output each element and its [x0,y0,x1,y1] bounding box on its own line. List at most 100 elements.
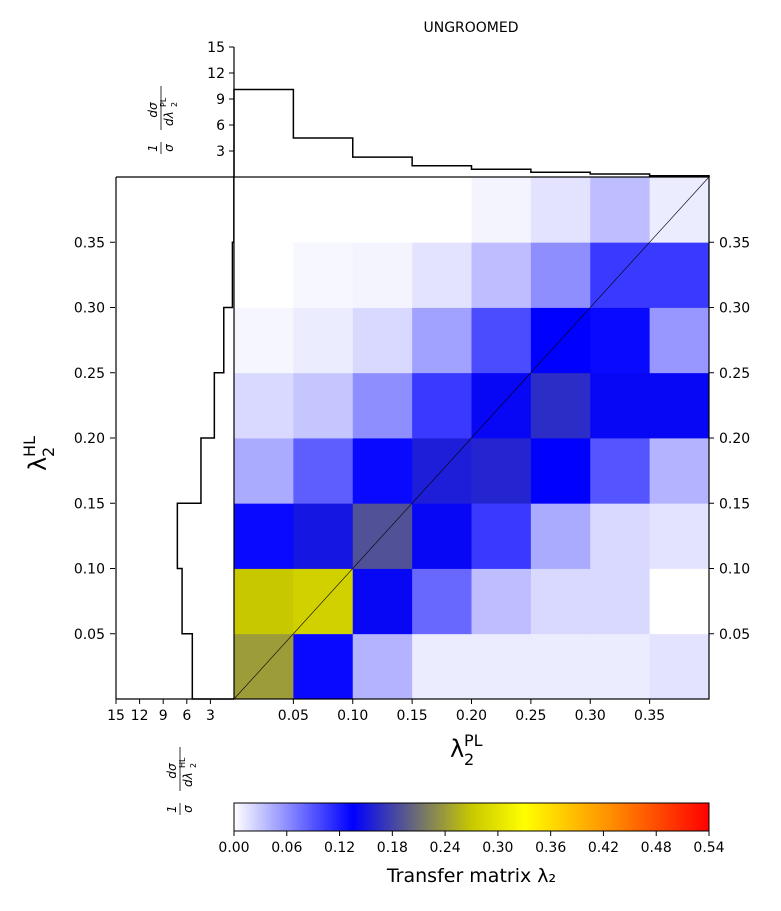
left-x-tick-label: 12 [131,708,149,724]
heatmap-cell [352,633,413,700]
left-x-label-den-superscript: HL [178,757,187,768]
heatmap-cell [530,372,591,439]
colorbar-tick-label: 0.48 [641,840,672,856]
x-tick-label: 0.30 [575,708,606,724]
left-x-tick-label: 15 [107,708,125,724]
top-y-label-prefix-num: 1 [146,144,160,152]
chart-title: UNGROOMED [423,20,518,36]
heatmap-cell [412,177,472,243]
heatmap-cell [590,503,651,569]
heatmap-cell [293,438,354,504]
heatmap-cell [293,307,354,374]
heatmap-cell [590,307,651,374]
left-x-label-prefix-num: 1 [165,805,179,813]
y-tick-label-left: 0.10 [74,562,105,578]
heatmap-cell [234,307,294,374]
colorbar-tick-label: 0.00 [218,840,249,856]
y-tick-label-right: 0.15 [719,496,750,512]
y-tick-label-left: 0.20 [74,431,105,447]
left-x-tick-label: 9 [159,708,168,724]
x-tick-label: 0.20 [456,708,487,724]
left-histogram-step [176,176,235,700]
y-axis-ticks-left: 0.05 0.10 0.15 0.20 0.25 0.30 0.35 [74,235,115,643]
top-y-label-den-superscript: PL [159,97,168,107]
top-histogram-step [233,88,710,177]
heatmap-cell [471,177,532,243]
heatmap-cell [234,503,294,569]
x-tick-label: 0.05 [278,708,309,724]
heatmap-cell [234,438,294,504]
diagonal-line [233,176,710,700]
y-axis-ticks-right: 0.05 0.10 0.15 0.20 0.25 0.30 0.35 [709,235,750,643]
x-tick-label: 0.35 [634,708,665,724]
heatmap-cell [649,372,710,439]
heatmap-cell [352,438,413,504]
top-y-label-denominator: dλ [162,111,176,126]
heatmap-cell [649,633,710,700]
colorbar-tick-label: 0.06 [271,840,302,856]
heatmap-cell [590,438,651,504]
heatmap-cell [471,242,532,308]
x-axis-ticks: 0.05 0.10 0.15 0.20 0.25 0.30 0.35 [278,699,665,724]
y-tick-label-left: 0.35 [74,235,105,251]
heatmap-cell [234,242,294,308]
heatmap-cell [352,372,413,439]
colorbar: 0.00 0.06 0.12 0.18 0.24 0.30 0.36 0.42 0.48 0.54… [218,802,725,887]
heatmap-cell [471,568,532,635]
heatmap-cell [352,177,413,243]
x-axis-label-symbol: λ [450,735,464,763]
y-tick-label-right: 0.10 [719,562,750,578]
y-tick-label-right: 0.35 [719,235,750,251]
heatmap-cell [234,177,294,243]
heatmap-cell [530,242,591,308]
colorbar-tick-label: 0.42 [588,840,619,856]
heatmap-cell [234,568,294,635]
heatmap-cell [352,242,413,308]
left-x-label-denominator: dλ [181,772,195,787]
heatmap-panel: 0.05 0.10 0.15 0.20 0.25 0.30 0.35 0.05 0.10 0.1… [20,176,750,769]
heatmap-cell [530,438,591,504]
left-marginal-histogram [176,176,235,700]
heatmap-cell [412,242,472,308]
heatmap-cell [293,372,354,439]
heatmap-cell [293,177,354,243]
heatmap-cell [530,633,591,700]
x-tick-label: 0.15 [397,708,428,724]
heatmap-cell [412,503,472,569]
top-marginal-histogram [233,88,710,177]
heatmap-cell [293,503,354,569]
colorbar-ticks: 0.00 0.06 0.12 0.18 0.24 0.30 0.36 0.42 0.48 0.54 [218,831,725,856]
heatmap-cell [293,242,354,308]
y-tick-label-left: 0.15 [74,496,105,512]
heatmap-cells [234,177,710,700]
heatmap-cell [530,503,591,569]
heatmap-cell [471,503,532,569]
heatmap-cell [649,503,710,569]
heatmap-cell [471,438,532,504]
heatmap-cell [234,372,294,439]
y-tick-label-left: 0.30 [74,301,105,317]
heatmap-cell [590,177,651,243]
heatmap-cell [293,633,354,700]
heatmap-cell [590,633,651,700]
top-y-label-numerator: dσ [146,102,160,118]
top-marginal-y-ticks: 3 6 9 12 15 [207,40,235,177]
colorbar-tick-label: 0.54 [693,840,724,856]
heatmap-cell [471,307,532,374]
top-y-tick-label: 12 [207,66,225,82]
x-tick-label: 0.10 [337,708,368,724]
left-x-label-numerator: dσ [165,763,179,779]
y-tick-label-left: 0.25 [74,366,105,382]
heatmap-cell [590,568,651,635]
top-y-label-prefix-den: σ [162,144,176,152]
y-axis-label-superscript: HL [20,436,39,457]
top-y-tick-label: 9 [216,92,225,108]
y-tick-label-left: 0.05 [74,627,105,643]
